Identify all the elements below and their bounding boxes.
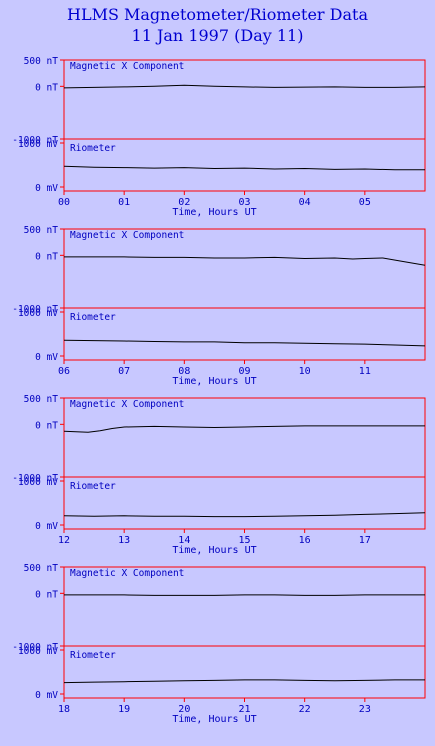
riometer-y-tick-label: 0 mV	[35, 690, 58, 701]
x-tick-label: 01	[118, 197, 130, 208]
magnetic-y-tick-label: 500 nT	[24, 56, 59, 67]
chart-panel-1: 500 nT 0 nT -1000 nT Magnetic X Component 10…	[12, 225, 426, 387]
x-tick-label: 08	[178, 366, 190, 377]
x-tick-label: 18	[58, 704, 70, 715]
magnetic-trace	[63, 84, 426, 89]
riometer-y-tick-label: 1000 mV	[18, 477, 58, 488]
chart-panel-3: 500 nT 0 nT -1000 nT Magnetic X Component 10…	[12, 563, 426, 725]
magnetic-series-label: Magnetic X Component	[70, 399, 184, 410]
riometer-y-tick-label: 1000 mV	[18, 646, 58, 657]
magnetic-series-label: Magnetic X Component	[70, 568, 184, 579]
x-tick-label: 09	[238, 366, 250, 377]
riometer-y-tick-label: 0 mV	[35, 352, 58, 363]
magnetic-y-tick-label: -1000 nT	[12, 135, 58, 146]
riometer-frame	[63, 645, 426, 699]
x-tick-label: 21	[238, 704, 250, 715]
magnetic-y-tick-label: 0 nT	[35, 589, 58, 600]
riometer-frame	[63, 307, 426, 361]
magnetic-y-tick-label: -1000 nT	[12, 642, 58, 653]
magnetic-y-tick-label: 0 nT	[35, 420, 58, 431]
chart-panel-2: 500 nT 0 nT -1000 nT Magnetic X Component 10…	[12, 394, 426, 556]
riometer-trace	[63, 339, 426, 347]
page-title: HLMS Magnetometer/Riometer Data	[67, 5, 368, 24]
magnetic-series-label: Magnetic X Component	[70, 230, 184, 241]
magnetic-series-label: Magnetic X Component	[70, 61, 184, 72]
page-subtitle: 11 Jan 1997 (Day 11)	[131, 26, 304, 45]
riometer-y-tick-label: 1000 mV	[18, 308, 58, 319]
riometer-series-label: Riometer	[70, 143, 116, 154]
riometer-trace	[63, 679, 425, 684]
x-tick-label: 20	[178, 704, 190, 715]
x-tick-label: 03	[238, 197, 250, 208]
x-axis-label: Time, Hours UT	[172, 207, 256, 218]
magnetic-trace	[64, 594, 425, 596]
magnetic-y-tick-label: 500 nT	[24, 394, 59, 405]
x-axis-label: Time, Hours UT	[172, 545, 256, 556]
x-tick-label: 17	[359, 535, 371, 546]
x-tick-label: 11	[359, 366, 371, 377]
x-tick-label: 04	[299, 197, 311, 208]
magnetic-y-tick-label: 500 nT	[24, 563, 59, 574]
x-axis-label: Time, Hours UT	[172, 714, 256, 725]
x-tick-label: 10	[299, 366, 311, 377]
riometer-series-label: Riometer	[70, 312, 116, 323]
x-tick-label: 05	[359, 197, 371, 208]
riometer-trace	[63, 512, 426, 518]
magnetic-y-tick-label: 500 nT	[24, 225, 59, 236]
x-axis-label: Time, Hours UT	[172, 376, 256, 387]
magnetic-trace	[64, 256, 426, 266]
x-tick-label: 07	[118, 366, 130, 377]
riometer-frame	[63, 476, 426, 530]
magnetic-y-tick-label: 0 nT	[35, 251, 58, 262]
riometer-y-tick-label: 0 mV	[35, 183, 58, 194]
riometer-series-label: Riometer	[70, 481, 116, 492]
riometer-y-tick-label: 0 mV	[35, 521, 58, 532]
x-tick-label: 02	[178, 197, 190, 208]
x-tick-label: 14	[178, 535, 190, 546]
x-tick-label: 15	[238, 535, 250, 546]
riometer-series-label: Riometer	[70, 650, 116, 661]
x-tick-label: 12	[58, 535, 70, 546]
riometer-trace	[63, 165, 425, 171]
magnetic-trace	[63, 425, 425, 433]
magnetic-y-tick-label: -1000 nT	[12, 304, 58, 315]
x-tick-label: 19	[118, 704, 130, 715]
x-tick-label: 06	[58, 366, 70, 377]
x-tick-label: 22	[299, 704, 311, 715]
riometer-y-tick-label: 1000 mV	[18, 139, 58, 150]
chart-panel-0: 500 nT 0 nT -1000 nT Magnetic X Component 10…	[12, 56, 426, 218]
magnetic-y-tick-label: 0 nT	[35, 82, 58, 93]
x-tick-label: 23	[359, 704, 371, 715]
magnetic-y-tick-label: -1000 nT	[12, 473, 58, 484]
riometer-frame	[63, 138, 426, 192]
x-tick-label: 00	[58, 197, 70, 208]
x-tick-label: 16	[299, 535, 311, 546]
x-tick-label: 13	[118, 535, 130, 546]
